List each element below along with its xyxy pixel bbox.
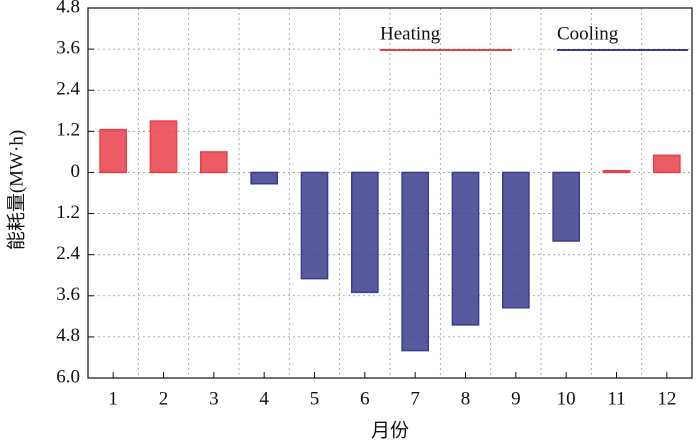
- x-tick-label: 8: [461, 388, 471, 409]
- y-tick-label: 3.6: [56, 37, 80, 58]
- bar: [350, 171, 379, 294]
- x-tick-label: 12: [657, 388, 676, 409]
- x-tick-label: 3: [209, 388, 219, 409]
- x-tick-label: 10: [557, 388, 576, 409]
- y-tick-label: 4.8: [56, 325, 80, 346]
- bar: [300, 171, 329, 280]
- bar: [199, 151, 228, 174]
- x-tick-label: 9: [511, 388, 521, 409]
- bar: [250, 171, 279, 185]
- x-tick-label: 7: [410, 388, 420, 409]
- bar: [149, 120, 178, 174]
- x-tick-label: 11: [607, 388, 625, 409]
- bar: [501, 171, 530, 309]
- y-axis-label: 能耗量(MW·h): [5, 130, 27, 250]
- plot-frame: [87, 7, 693, 379]
- x-tick-label: 4: [259, 388, 269, 409]
- y-tick-label: 6.0: [56, 366, 80, 387]
- x-tick-label: 6: [360, 388, 370, 409]
- y-tick-label: 1.2: [56, 120, 80, 141]
- bar: [99, 128, 128, 174]
- y-tick-label: 0: [71, 161, 81, 182]
- y-tick-label: 2.4: [56, 79, 80, 100]
- x-axis-label: 月份: [371, 419, 409, 441]
- bar: [652, 154, 681, 174]
- legend-label: Cooling: [557, 23, 619, 44]
- x-tick-label: 1: [108, 388, 118, 409]
- legend-label: Heating: [380, 23, 441, 44]
- y-tick-label: 4.8: [56, 0, 80, 17]
- bar: [552, 171, 581, 242]
- y-tick-label: 3.6: [56, 284, 80, 305]
- y-tick-label: 1.2: [56, 202, 80, 223]
- bar: [451, 171, 480, 326]
- y-tick-label: 2.4: [56, 243, 80, 264]
- bar: [602, 169, 631, 174]
- x-tick-label: 5: [310, 388, 320, 409]
- x-tick-label: 2: [159, 388, 169, 409]
- bar: [401, 171, 430, 352]
